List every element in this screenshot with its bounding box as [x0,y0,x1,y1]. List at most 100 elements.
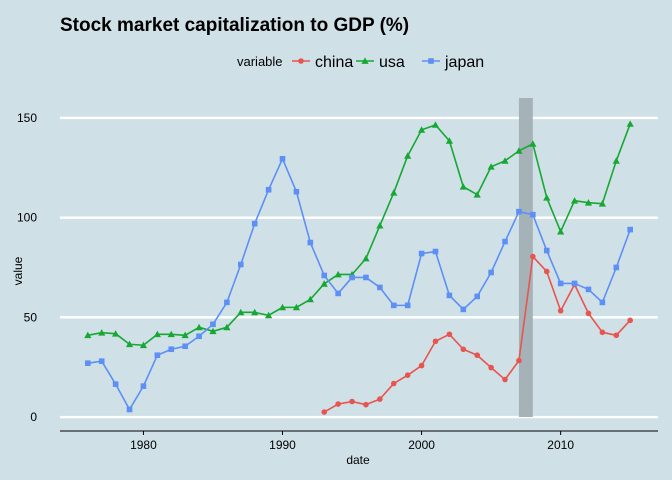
point-china-2014 [613,332,620,339]
series-line-japan [87,158,631,411]
point-usa-1999 [404,152,412,159]
chart-title: Stock market capitalization to GDP (%) [60,15,409,36]
point-usa-1985 [209,327,217,335]
point-usa-1978 [112,330,120,337]
point-usa-1977 [98,329,106,336]
point-japan-2011 [571,280,578,287]
point-usa-2003 [459,183,467,190]
x-tick-label-2010: 2010 [547,438,574,452]
point-japan-1984 [196,333,202,340]
point-usa-1976 [84,331,92,339]
y-tick-label-50: 50 [24,310,38,324]
point-usa-1993 [320,280,328,287]
point-china-2004 [474,352,481,359]
series-line-usa [87,123,631,347]
point-japan-2002 [446,292,453,299]
point-japan-1985 [210,321,216,328]
point-japan-1982 [168,346,175,353]
point-japan-2006 [502,238,508,245]
point-usa-1982 [167,330,175,338]
legend-marker-usa [361,57,369,64]
point-japan-1997 [377,284,383,291]
x-axis-title: date [346,453,370,467]
point-japan-1983 [182,343,188,350]
point-usa-2014 [612,157,620,164]
point-usa-1981 [153,330,161,338]
point-usa-2013 [598,200,606,207]
point-usa-2011 [570,197,579,204]
legend-title: variable [237,54,283,69]
point-usa-1988 [251,308,259,316]
point-japan-1995 [349,274,355,281]
legend-label-china: china [315,54,353,71]
point-china-1997 [377,396,383,402]
point-japan-1991 [293,188,300,195]
point-japan-1998 [390,302,397,309]
point-japan-1986 [224,299,230,306]
point-japan-2010 [557,280,564,287]
point-usa-2004 [473,191,481,198]
point-japan-2014 [613,264,620,271]
y-tick-label-150: 150 [17,111,37,125]
point-china-2001 [432,338,439,345]
point-usa-2015 [626,120,634,127]
point-japan-2012 [585,286,592,293]
point-usa-1998 [390,189,398,196]
point-usa-2009 [543,194,551,201]
point-usa-1992 [306,295,314,303]
point-china-2002 [446,331,453,338]
point-japan-2007 [516,208,522,215]
point-japan-1990 [279,156,286,162]
point-japan-1987 [237,261,244,268]
legend-label-usa: usa [379,54,405,71]
point-japan-1980 [140,383,147,389]
x-tick-label-2000: 2000 [408,438,435,452]
point-japan-1992 [307,239,314,246]
point-usa-1987 [237,308,245,316]
point-usa-2001 [431,121,440,128]
point-usa-2012 [584,199,593,206]
point-china-2012 [585,310,592,317]
point-japan-1988 [251,220,258,227]
point-china-2008 [530,253,536,260]
point-china-1993 [321,409,328,415]
point-japan-2003 [460,306,467,313]
point-china-1999 [404,372,411,378]
point-japan-1989 [265,186,272,193]
point-japan-1999 [404,302,411,309]
point-usa-1983 [181,331,189,339]
point-china-2007 [516,357,522,364]
point-usa-1986 [223,323,231,331]
point-japan-1979 [126,406,133,413]
point-japan-1993 [321,272,328,279]
point-china-2010 [557,307,564,314]
point-usa-2002 [445,137,453,144]
point-usa-1996 [362,254,370,262]
point-usa-2008 [529,140,537,147]
point-usa-1979 [125,340,134,348]
point-japan-1976 [85,360,91,367]
y-axis-title: value [11,256,25,285]
point-japan-2009 [543,247,550,254]
point-usa-2006 [501,157,509,164]
legend-label-japan: japan [444,54,484,71]
x-tick-label-1990: 1990 [269,438,296,452]
point-japan-1978 [112,381,119,387]
point-china-1995 [349,398,355,405]
point-china-2015 [627,317,633,324]
point-china-2006 [502,376,508,383]
point-usa-1989 [265,311,273,319]
point-japan-2013 [599,299,606,306]
point-usa-2010 [557,227,565,235]
x-tick-label-1980: 1980 [130,438,157,452]
point-japan-2000 [418,250,425,257]
point-japan-2005 [488,269,494,276]
point-china-1996 [363,401,369,408]
point-usa-1997 [376,222,384,229]
point-usa-1991 [292,303,301,311]
point-usa-1980 [139,341,148,349]
point-china-2013 [599,329,606,336]
point-japan-1981 [154,352,161,359]
